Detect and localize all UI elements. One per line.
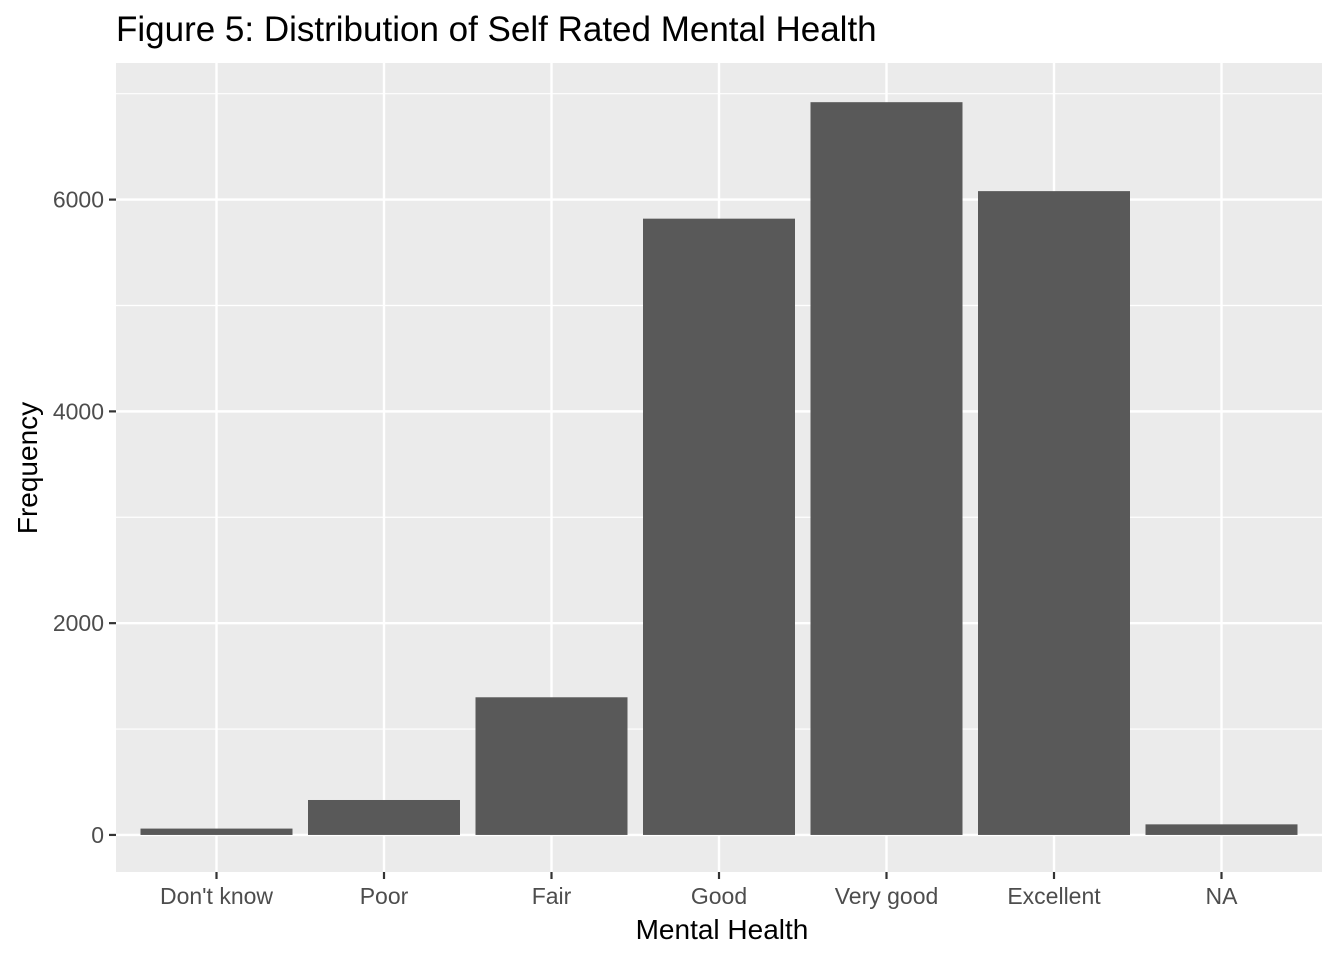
- bar-na: [1145, 824, 1298, 835]
- chart-title: Figure 5: Distribution of Self Rated Men…: [116, 10, 877, 49]
- bar-excellent: [978, 191, 1130, 835]
- x-tick-label: NA: [1206, 883, 1239, 909]
- x-tick-label: Excellent: [1007, 883, 1101, 909]
- y-tick-label: 6000: [53, 187, 104, 213]
- bars: [140, 102, 1298, 835]
- bar-poor: [308, 799, 460, 835]
- y-axis-title: Frequency: [12, 402, 43, 534]
- bar-very-good: [810, 102, 963, 835]
- bar-good: [643, 218, 795, 835]
- x-axis: Don't know Poor Fair Good Very good Excellent…: [160, 872, 1238, 909]
- y-tick-label: 2000: [53, 610, 104, 636]
- bar-don-t-know: [140, 828, 293, 835]
- x-tick-label: Good: [691, 883, 747, 909]
- x-tick-label: Poor: [360, 883, 409, 909]
- y-axis: 0 2000 4000 6000: [53, 187, 116, 848]
- x-tick-label: Very good: [835, 883, 939, 909]
- x-tick-label: Fair: [532, 883, 572, 909]
- x-tick-label: Don't know: [160, 883, 273, 909]
- x-axis-title: Mental Health: [636, 914, 809, 945]
- bar-fair: [475, 697, 628, 835]
- y-tick-label: 4000: [53, 398, 104, 424]
- y-tick-label: 0: [91, 822, 104, 848]
